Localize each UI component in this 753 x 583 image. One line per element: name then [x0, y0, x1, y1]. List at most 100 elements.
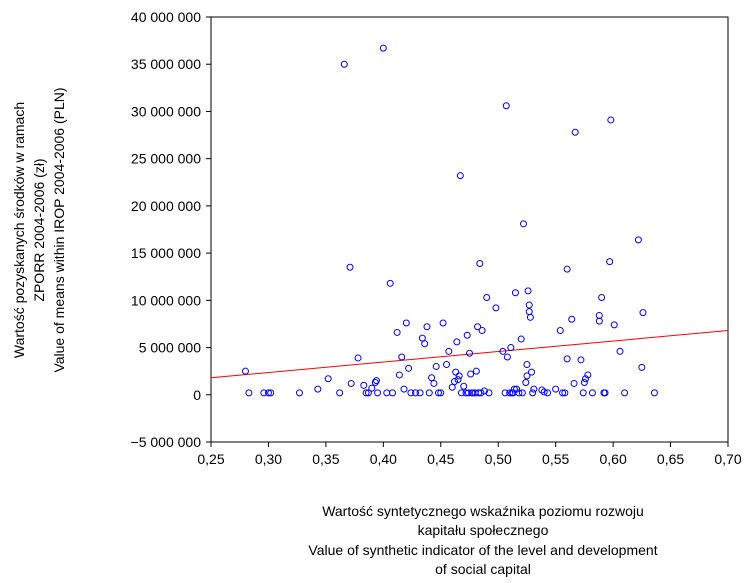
data-point	[580, 379, 588, 386]
data-point	[510, 385, 518, 393]
y-axis-title-line-3: Value of means within IROP 2004-2006 (PL…	[51, 87, 67, 372]
data-point	[423, 323, 431, 331]
x-tick-label: 0,70	[714, 451, 741, 467]
data-point	[416, 389, 424, 397]
data-point	[346, 263, 354, 271]
x-tick-label: 0,35	[312, 451, 339, 467]
data-point	[354, 354, 362, 362]
data-point	[517, 335, 525, 343]
data-point	[556, 327, 564, 335]
plot-area	[210, 16, 729, 443]
data-points	[241, 44, 658, 397]
data-point	[395, 371, 403, 379]
data-point	[425, 389, 433, 397]
data-point	[506, 389, 514, 397]
data-point	[478, 327, 486, 335]
data-point	[437, 389, 445, 397]
data-point	[448, 383, 456, 391]
y-axis-title-line-2: ZPORR 2004-2006 (zł)	[31, 158, 47, 301]
data-point	[452, 368, 460, 376]
data-point	[455, 372, 463, 380]
x-tick-label: 0,55	[542, 451, 569, 467]
data-point	[530, 385, 538, 393]
data-point	[264, 389, 272, 397]
data-point	[503, 353, 511, 361]
data-point	[621, 389, 629, 397]
data-point	[421, 340, 429, 348]
data-point	[456, 172, 464, 180]
data-point	[523, 372, 531, 380]
data-point	[324, 375, 332, 383]
trend-line-layer	[210, 330, 729, 379]
data-point	[460, 382, 468, 390]
data-point	[552, 385, 560, 393]
data-point	[588, 389, 596, 397]
x-tick-label: 0,25	[197, 451, 224, 467]
data-point	[418, 334, 426, 342]
y-tick-label: 5 000 000	[139, 340, 201, 356]
x-tick-label: 0,45	[427, 451, 454, 467]
x-tick-label: 0,30	[255, 451, 282, 467]
data-point	[616, 347, 624, 355]
data-point	[513, 385, 521, 393]
data-point	[606, 258, 614, 266]
data-point	[457, 389, 465, 397]
data-point	[538, 386, 546, 394]
x-axis-title-line-1: Wartość syntetycznego wskaźnika poziomu …	[322, 503, 644, 519]
data-point	[528, 368, 536, 376]
data-point	[501, 389, 509, 397]
plot-frame	[210, 16, 729, 443]
y-tick-label: 30 000 000	[131, 103, 201, 119]
data-point	[451, 378, 459, 386]
data-point	[515, 389, 523, 397]
data-point	[368, 384, 376, 392]
data-point	[464, 389, 472, 397]
data-point	[364, 389, 372, 397]
y-tick-label: 25 000 000	[131, 151, 201, 167]
data-point	[639, 309, 647, 317]
data-point	[267, 389, 275, 397]
y-tick-label: 10 000 000	[131, 292, 201, 308]
data-point	[295, 389, 303, 397]
axis-ticks: −5 000 000 0 5 000 000 10 000 000 15 000 000…	[131, 9, 742, 467]
data-point	[434, 389, 442, 397]
data-point	[389, 389, 397, 397]
data-point	[480, 387, 488, 395]
data-point	[336, 389, 344, 397]
data-point	[466, 349, 473, 357]
y-tick-label: 40 000 000	[131, 9, 201, 25]
data-point	[454, 376, 462, 384]
data-point	[483, 294, 491, 301]
x-tick-label: 0,65	[657, 451, 684, 467]
data-point	[563, 355, 571, 363]
data-point	[260, 389, 268, 397]
data-point	[582, 375, 590, 383]
data-point	[511, 289, 519, 297]
data-point	[518, 389, 526, 397]
data-point	[374, 389, 382, 397]
y-tick-label: −5 000 000	[131, 434, 202, 450]
data-point	[347, 379, 355, 387]
data-point	[544, 389, 552, 397]
y-tick-label: 0	[193, 387, 201, 403]
data-point	[340, 60, 348, 68]
data-point	[540, 388, 548, 396]
data-point	[472, 367, 480, 375]
data-point	[507, 344, 515, 352]
data-point	[439, 319, 447, 327]
data-point	[584, 371, 592, 379]
data-point	[610, 321, 618, 329]
data-point	[445, 347, 453, 355]
data-point	[362, 389, 370, 397]
data-point	[241, 367, 249, 375]
data-point	[428, 374, 436, 382]
data-point	[402, 319, 410, 327]
data-point	[393, 328, 401, 336]
data-point	[314, 385, 322, 393]
data-point	[398, 353, 406, 361]
y-tick-label: 35 000 000	[131, 56, 201, 72]
data-point	[571, 128, 579, 136]
data-point	[523, 361, 531, 369]
